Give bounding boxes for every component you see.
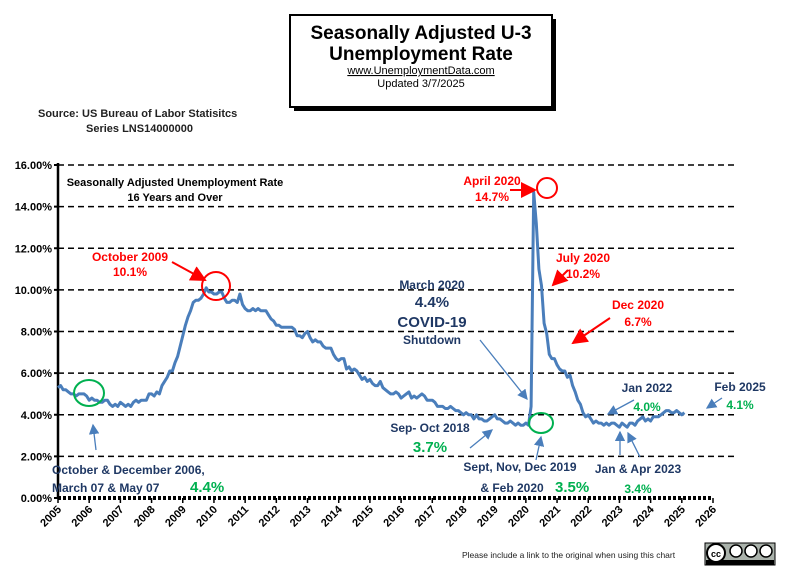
annotation-mar2020: March 2020 4.4% COVID-19 Shutdown — [397, 278, 466, 347]
x-tick-label: 2008 — [132, 504, 158, 530]
y-tick-label: 6.00% — [21, 368, 52, 380]
highlight-circle-apr2020 — [536, 177, 558, 199]
ann-jan2022-value: 4.0% — [633, 400, 661, 414]
ann-sep2018-label: Sep- Oct 2018 — [390, 421, 470, 435]
ann-oct2009-value: 10.1% — [113, 265, 147, 279]
ann-oct2009-label: October 2009 — [92, 250, 168, 264]
arrow-oct2009 — [171, 261, 207, 281]
unemployment-rate-line — [57, 190, 686, 429]
ann-sep2018-value: 3.7% — [413, 439, 447, 456]
x-tick-label: 2013 — [288, 504, 314, 530]
ann-dec2020-label: Dec 2020 — [612, 298, 664, 312]
x-tick-label: 2007 — [101, 504, 127, 530]
source-line1: Source: US Bureau of Labor Statisitcs — [38, 108, 237, 120]
arrow-mar2020 — [479, 339, 528, 401]
x-tick-label: 2017 — [413, 504, 439, 530]
y-tick-label: 16.00% — [15, 160, 53, 172]
arrow-dec2020 — [571, 317, 611, 345]
ann-apr2020-value: 14.7% — [475, 190, 509, 204]
x-tick-label: 2022 — [569, 504, 595, 530]
ann-mar2020-line2: COVID-19 — [397, 314, 466, 331]
y-tick-label: 10.00% — [15, 285, 53, 297]
ann-feb2025-value: 4.1% — [726, 398, 754, 412]
ann-low2019-line1: Sept, Nov, Dec 2019 — [463, 460, 576, 474]
x-tick-label: 2024 — [631, 503, 657, 529]
ann-low2023-label: Jan & Apr 2023 — [595, 462, 682, 476]
ann-low2019-value: 3.5% — [555, 479, 589, 496]
x-tick-label: 2025 — [662, 504, 688, 530]
chart-subtitle-1: Seasonally Adjusted Unemployment Rate — [67, 177, 284, 189]
x-tick-label: 2018 — [444, 504, 470, 530]
chart-title-line2: Unemployment Rate — [329, 44, 513, 65]
arrow-sep2018 — [469, 429, 494, 449]
x-tick-label: 2006 — [70, 504, 96, 530]
x-tick-label: 2011 — [226, 504, 251, 529]
y-tick-label: 12.00% — [15, 243, 53, 255]
annotation-marks-lows — [73, 339, 723, 461]
ann-jul2020-label: July 2020 — [556, 251, 610, 265]
annotations-lows: October & December 2006, March 07 & May … — [52, 380, 766, 496]
x-tick-label: 2009 — [163, 504, 189, 530]
ann-apr2020-label: April 2020 — [463, 174, 521, 188]
x-tick-label: 2016 — [381, 504, 407, 530]
x-tick-label: 2019 — [475, 504, 501, 530]
ann-feb2025-label: Feb 2025 — [714, 380, 766, 394]
svg-text:cc: cc — [711, 549, 721, 559]
ann-jan2022-label: Jan 2022 — [622, 381, 673, 395]
ann-low2006-value: 4.4% — [190, 479, 224, 496]
highlight-circle-2007 — [73, 379, 105, 407]
x-axis: 2005 2006 2007 2008 2009 2010 2011 2012 2013 2014… — [38, 496, 719, 530]
annotation-marks-red — [171, 177, 611, 345]
x-tick-label: 2015 — [350, 504, 376, 530]
ann-low2006-line1: October & December 2006, — [52, 463, 205, 477]
highlight-circle-2019 — [528, 412, 554, 434]
arrow-jul2020 — [551, 269, 569, 287]
y-tick-label: 4.00% — [21, 410, 52, 422]
cc-license-logo: cc — [704, 542, 776, 566]
y-tick-label: 0.00% — [21, 493, 52, 505]
y-tick-label: 8.00% — [21, 327, 52, 339]
annotations-red: October 2009 10.1% April 2020 14.7% July… — [92, 174, 664, 329]
ann-low2006-line2: March 07 & May 07 — [52, 481, 160, 495]
chart-title-line1: Seasonally Adjusted U-3 — [310, 23, 531, 44]
arrow-apr2023 — [627, 431, 641, 458]
ann-low2023-value: 3.4% — [624, 482, 652, 496]
x-tick-label: 2014 — [319, 503, 345, 529]
x-tick-label: 2012 — [257, 504, 283, 530]
gridlines — [58, 164, 738, 458]
ann-dec2020-value: 6.7% — [624, 315, 652, 329]
highlight-circle-oct2009 — [201, 271, 231, 301]
ann-mar2020-line3: Shutdown — [403, 333, 461, 347]
ann-mar2020-label: March 2020 — [399, 278, 465, 292]
y-tick-label: 14.00% — [15, 202, 53, 214]
footer-note: Please include a link to the original wh… — [462, 550, 676, 560]
title-box: Seasonally Adjusted U-3 Unemployment Rat… — [289, 14, 556, 111]
ann-mar2020-value: 4.4% — [415, 294, 449, 311]
arrow-2007 — [88, 423, 100, 451]
website-link[interactable]: www.UnemploymentData.com — [346, 65, 494, 77]
arrow-feb2025 — [705, 397, 723, 409]
series-line — [57, 190, 686, 429]
chart-subtitle-2: 16 Years and Over — [127, 192, 223, 204]
updated-date: Updated 3/7/2025 — [377, 78, 464, 90]
x-tick-label: 2020 — [506, 504, 532, 530]
source-line2: Series LNS14000000 — [86, 123, 193, 135]
ann-low2019-line2: & Feb 2020 — [480, 481, 544, 495]
y-tick-label: 2.00% — [21, 451, 52, 463]
ann-jul2020-value: 10.2% — [566, 267, 600, 281]
x-tick-label: 2021 — [537, 504, 563, 530]
arrow-jan2022 — [606, 399, 635, 415]
x-tick-label: 2010 — [194, 504, 220, 530]
arrow-2019 — [533, 435, 545, 461]
x-tick-label: 2023 — [600, 504, 626, 530]
x-tick-label: 2026 — [693, 504, 719, 530]
x-tick-label: 2005 — [38, 504, 64, 530]
y-axis: 0.00% 2.00% 4.00% 6.00% 8.00% 10.00% 12.00% 14.… — [15, 160, 60, 505]
